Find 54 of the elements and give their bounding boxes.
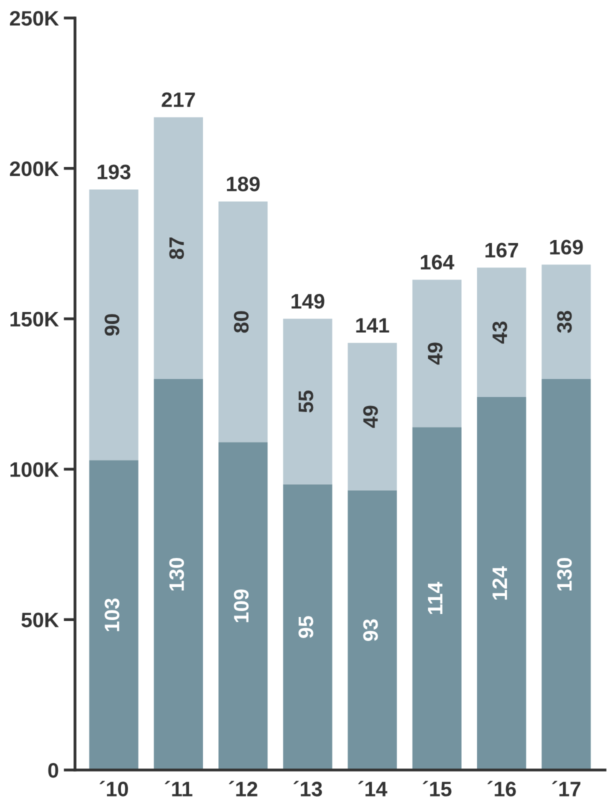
total-label: 164	[420, 254, 454, 270]
bar	[89, 460, 138, 770]
total-label: 193	[98, 164, 130, 180]
data-label: 130	[169, 558, 184, 591]
data-label: 38	[557, 310, 572, 333]
bar	[218, 442, 268, 770]
total-label: 189	[226, 176, 260, 192]
x-tick-label: ´14	[358, 780, 388, 796]
total-label: 141	[356, 318, 390, 333]
bar	[348, 490, 397, 770]
data-label: 93	[363, 619, 378, 641]
x-tick-label: ´17	[552, 780, 580, 796]
data-label: 49	[363, 406, 378, 428]
total-label: 169	[550, 240, 583, 255]
y-tick-label: 150K	[10, 312, 59, 327]
bar	[412, 427, 462, 770]
data-label: 87	[169, 237, 184, 260]
bar	[154, 117, 203, 379]
bar	[348, 342, 397, 490]
x-tick-label: ´13	[294, 780, 322, 796]
data-label: 124	[492, 566, 507, 600]
x-tick-label: ´11	[164, 780, 192, 796]
bar	[283, 318, 332, 484]
total-label: 167	[486, 242, 518, 258]
y-tick-label: 250K	[10, 11, 59, 26]
bar	[218, 201, 268, 442]
bar	[542, 378, 591, 770]
bar	[89, 189, 138, 460]
y-tick-label: 200K	[10, 161, 59, 176]
x-tick-label: ´12	[228, 780, 258, 796]
bar	[477, 268, 526, 398]
data-label: 90	[104, 314, 120, 336]
total-label: 149	[292, 294, 324, 309]
bar	[154, 378, 203, 770]
data-label: 103	[104, 598, 120, 632]
data-label: 43	[492, 322, 508, 344]
data-label: 55	[298, 390, 314, 412]
x-tick-label: ´10	[100, 780, 128, 796]
data-label: 130	[557, 558, 572, 591]
data-label: 80	[234, 311, 249, 333]
data-label: 114	[428, 582, 442, 614]
bar	[477, 397, 526, 770]
x-tick-label: ´15	[422, 780, 452, 796]
data-label: 49	[428, 342, 443, 365]
data-label: 109	[234, 589, 249, 622]
y-tick-label: 50K	[21, 612, 59, 628]
bar	[412, 280, 462, 428]
y-tick-label: 0	[48, 763, 58, 778]
bar	[542, 264, 591, 379]
x-tick-label: ´16	[487, 780, 516, 796]
total-label: 217	[162, 92, 195, 107]
data-label: 95	[298, 616, 314, 638]
y-tick-label: 100K	[10, 462, 59, 477]
bar	[283, 484, 332, 770]
